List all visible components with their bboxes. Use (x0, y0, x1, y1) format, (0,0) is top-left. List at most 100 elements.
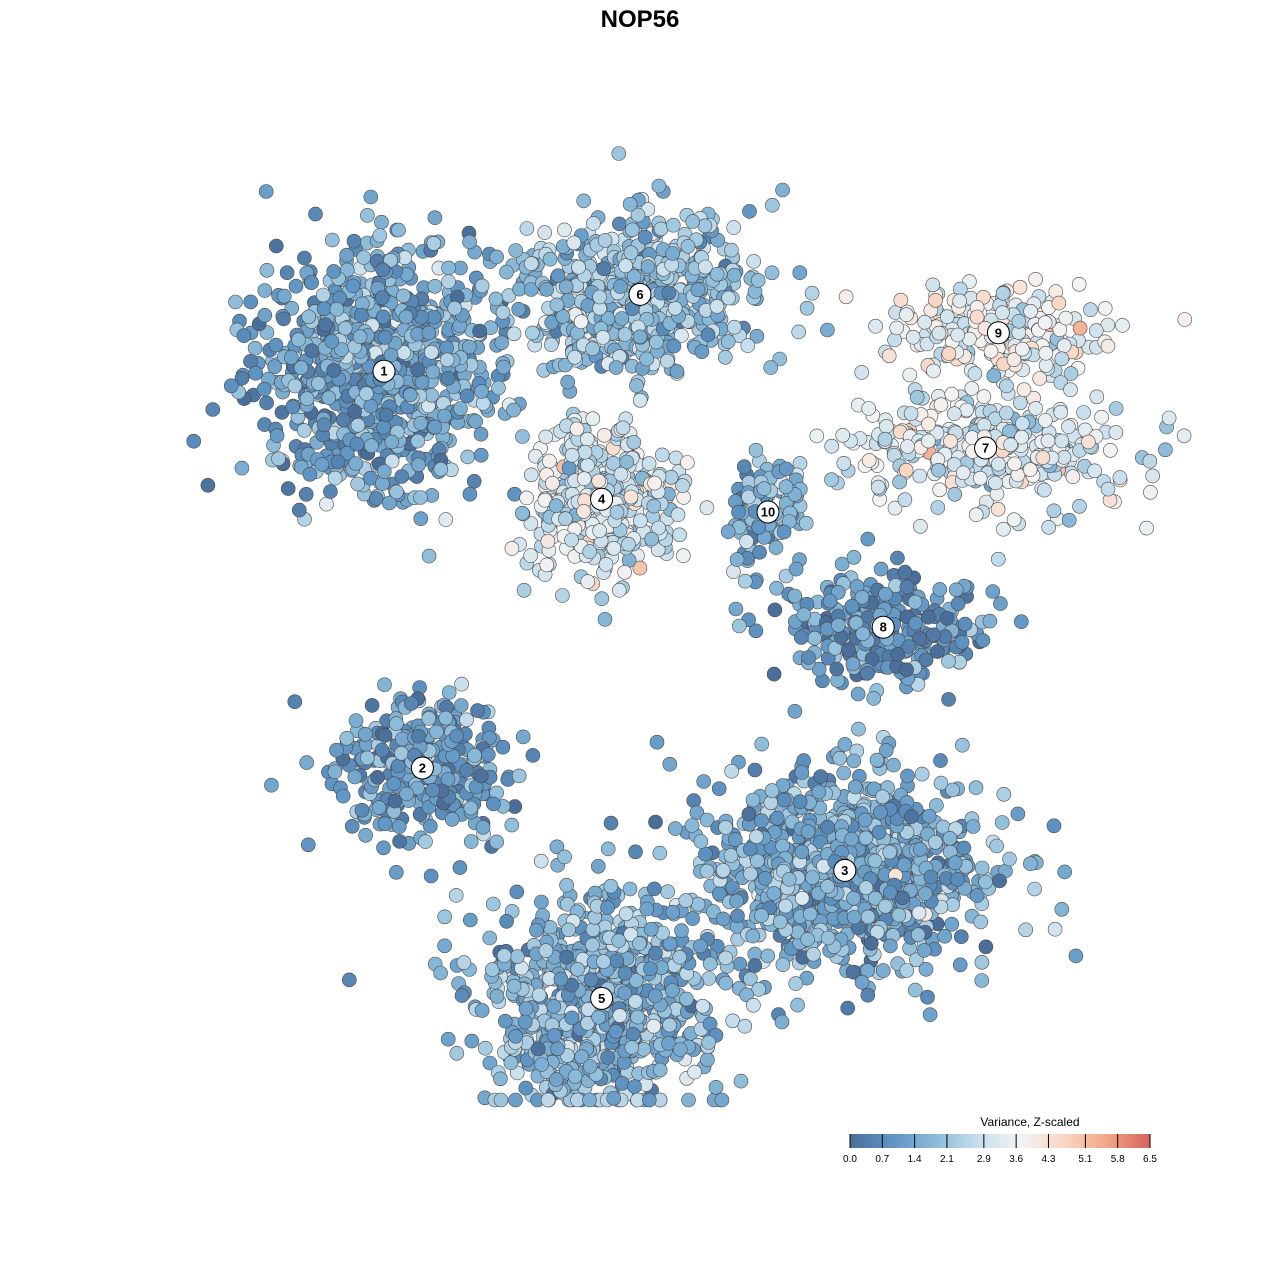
cell-point (1053, 404, 1069, 420)
cell-point (323, 484, 338, 499)
cell-point (833, 630, 849, 645)
cell-point (394, 469, 410, 484)
cell-point (316, 417, 332, 433)
cell-point (557, 849, 572, 865)
cell-point (1012, 395, 1028, 411)
cell-point (746, 254, 762, 269)
cell-point (247, 340, 263, 356)
cell-point (1176, 428, 1192, 444)
cell-point (632, 329, 648, 345)
cell-point (715, 863, 731, 878)
cell-point (283, 350, 299, 365)
cell-point (1058, 310, 1074, 326)
cell-point (330, 454, 346, 470)
cell-point (698, 846, 713, 862)
cell-point (519, 221, 535, 236)
cell-point (742, 841, 758, 857)
cell-point (952, 293, 968, 309)
cell-point (905, 329, 921, 345)
cell-point (910, 927, 926, 943)
cell-point (974, 954, 990, 970)
cell-point (754, 813, 769, 828)
cell-point (955, 465, 971, 481)
cell-point (739, 534, 754, 549)
cell-point (715, 911, 731, 927)
cell-point (344, 818, 360, 834)
cell-point (296, 423, 312, 438)
cell-point (989, 838, 1005, 854)
cell-point (495, 305, 511, 320)
cell-point (941, 653, 956, 669)
cell-point (651, 520, 666, 536)
cell-point (321, 390, 337, 406)
cell-point (497, 1013, 513, 1029)
cell-point (662, 756, 678, 772)
cell-point (1015, 416, 1030, 431)
cell-point (933, 397, 949, 413)
cell-point (1054, 901, 1070, 917)
cell-point (866, 691, 882, 706)
cell-point (932, 582, 948, 597)
cell-point (903, 406, 919, 421)
cell-point (433, 965, 448, 981)
cell-point (248, 365, 263, 381)
cell-point (557, 357, 573, 373)
cell-point (334, 342, 349, 357)
cell-point (907, 982, 923, 998)
cell-point (1100, 481, 1116, 497)
cell-point (473, 447, 489, 463)
cell-point (381, 495, 397, 511)
cell-point (1057, 864, 1072, 880)
cell-point (760, 948, 776, 964)
cell-point (474, 278, 490, 294)
cell-point (1040, 433, 1056, 449)
cell-point (877, 431, 893, 447)
cell-point (475, 396, 491, 411)
cell-point (768, 540, 784, 555)
cell-point (766, 886, 782, 901)
cell-point (796, 607, 812, 623)
cell-point (697, 259, 713, 275)
cell-point (298, 486, 314, 502)
cell-point (994, 815, 1010, 830)
cell-point (824, 472, 839, 488)
cell-point (886, 757, 901, 773)
cell-point (943, 433, 958, 449)
cell-point (411, 457, 426, 473)
cell-point (854, 974, 870, 990)
cell-point (555, 588, 570, 603)
cell-point (354, 802, 370, 818)
cell-point (742, 204, 757, 219)
cell-point (475, 819, 491, 835)
cell-point (623, 489, 639, 505)
cell-point (368, 491, 384, 506)
cell-point (1041, 519, 1056, 535)
cell-point (877, 898, 893, 914)
cell-point (845, 656, 861, 672)
cell-point (914, 766, 930, 782)
cell-point (503, 1055, 519, 1070)
cell-point (893, 292, 909, 308)
cell-point (1023, 856, 1038, 872)
cell-point (426, 309, 442, 325)
cell-point (998, 405, 1014, 421)
cell-point (778, 898, 793, 914)
cell-point (681, 1092, 696, 1108)
cell-point (271, 451, 286, 467)
cell-point (548, 498, 564, 514)
cell-point (641, 456, 657, 471)
cell-point (557, 222, 572, 238)
cell-point (462, 486, 478, 502)
cell-point (787, 588, 803, 604)
cell-point (359, 750, 375, 766)
cell-point (939, 309, 955, 325)
cell-point (931, 325, 947, 341)
cell-point (473, 426, 489, 442)
cell-point (731, 504, 746, 520)
cell-point (1103, 442, 1118, 458)
cell-point (1076, 405, 1091, 420)
cell-point (315, 287, 331, 303)
cell-point (1028, 271, 1043, 287)
cell-point (896, 857, 912, 873)
cell-point (470, 703, 485, 718)
